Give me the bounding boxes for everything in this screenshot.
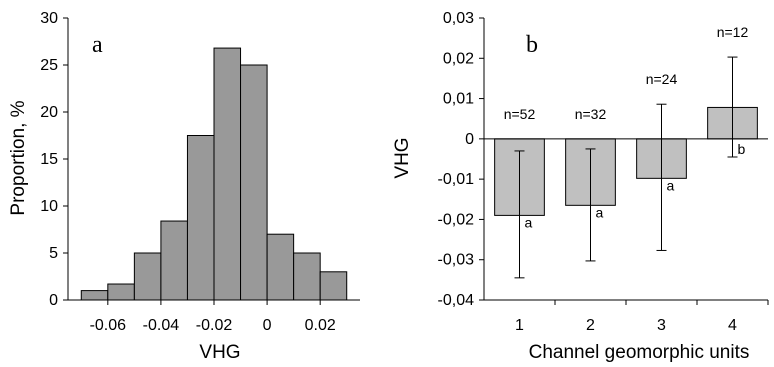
- bar-y-tick-label-2: -0,02: [438, 211, 475, 228]
- sample-size-label-3: n=24: [646, 71, 678, 87]
- histogram-bar-6: [240, 64, 268, 301]
- histogram-y-axis-title: Proportion, %: [8, 100, 29, 215]
- sample-size-label-4: n=12: [717, 24, 749, 40]
- histogram-y-tick-label-0: 0: [49, 292, 58, 309]
- bar-y-axis-title: VHG: [392, 137, 413, 178]
- bar-y-tick-label-1: -0,03: [438, 252, 475, 269]
- histogram-bar-5: [213, 47, 242, 301]
- bar-x-ticks: 1 2 3 4: [515, 300, 769, 334]
- bar-y-tick-label-4: 0: [465, 131, 474, 148]
- histogram-bar-1: [107, 283, 135, 301]
- histogram-y-tick-label-6: 30: [40, 10, 58, 27]
- bar-x-axis-title: Channel geomorphic units: [529, 342, 750, 363]
- bar-y-tick-label-5: 0,01: [443, 91, 474, 108]
- bar-x-tick-label-1: 1: [515, 317, 524, 334]
- bar-x-tick-label-3: 3: [657, 317, 666, 334]
- histogram-y-tick-label-5: 25: [40, 57, 58, 74]
- histogram-x-ticks: -0.06 -0.04 -0.02 0 0.02: [90, 300, 336, 334]
- bar-y-tick-label-6: 0,02: [443, 50, 474, 67]
- histogram-x-tick-label-1: -0.04: [143, 317, 180, 334]
- bar-y-tick-label-3: -0,01: [438, 171, 475, 188]
- histogram-y-tick-label-4: 20: [40, 104, 58, 121]
- histogram-bar-0: [80, 290, 109, 301]
- histogram-bar-2: [133, 252, 162, 301]
- bar-y-tick-label-0: -0,04: [438, 292, 475, 309]
- histogram-x-tick-label-3: 0: [263, 317, 272, 334]
- sample-size-label-1: n=52: [504, 106, 536, 122]
- histogram-bar-4: [186, 135, 215, 301]
- histogram-bar-9: [319, 271, 348, 301]
- histogram-x-tick-label-4: 0.02: [305, 317, 336, 334]
- bar-panel: b -0,04 -0,03 -0,02 -0,01 0 0,01 0,02 0,03 1 2 3 4…: [392, 10, 769, 363]
- group-letter-3: a: [667, 177, 675, 193]
- histogram-y-tick-label-3: 15: [40, 151, 58, 168]
- bar-y-tick-label-7: 0,03: [443, 10, 474, 27]
- histogram-bars: [80, 47, 348, 301]
- bar-x-tick-label-2: 2: [586, 317, 595, 334]
- group-letter-2: a: [596, 204, 604, 220]
- bar-annotations: n=52 a n=32 a n=24 a n=12 b: [504, 24, 749, 230]
- histogram-x-tick-label-0: -0.06: [90, 317, 127, 334]
- histogram-bar-3: [160, 220, 188, 301]
- group-letter-1: a: [525, 214, 533, 230]
- histogram-y-tick-label-1: 5: [49, 245, 58, 262]
- panel-letter-b: b: [526, 32, 538, 58]
- histogram-bar-7: [266, 233, 295, 301]
- histogram-y-tick-label-2: 10: [40, 198, 58, 215]
- histogram-x-axis-title: VHG: [199, 342, 240, 363]
- bar-x-tick-label-4: 4: [728, 317, 737, 334]
- group-letter-4: b: [738, 141, 746, 157]
- histogram-bar-8: [293, 252, 321, 301]
- histogram-x-tick-label-2: -0.02: [196, 317, 233, 334]
- panel-letter-a: a: [92, 32, 103, 58]
- bar-y-ticks: -0,04 -0,03 -0,02 -0,01 0 0,01 0,02 0,03: [438, 10, 484, 309]
- sample-size-label-2: n=32: [575, 106, 607, 122]
- error-bars: [514, 56, 738, 279]
- histogram-y-ticks: 0 5 10 15 20 25 30: [40, 10, 68, 309]
- bar-series: [494, 106, 758, 216]
